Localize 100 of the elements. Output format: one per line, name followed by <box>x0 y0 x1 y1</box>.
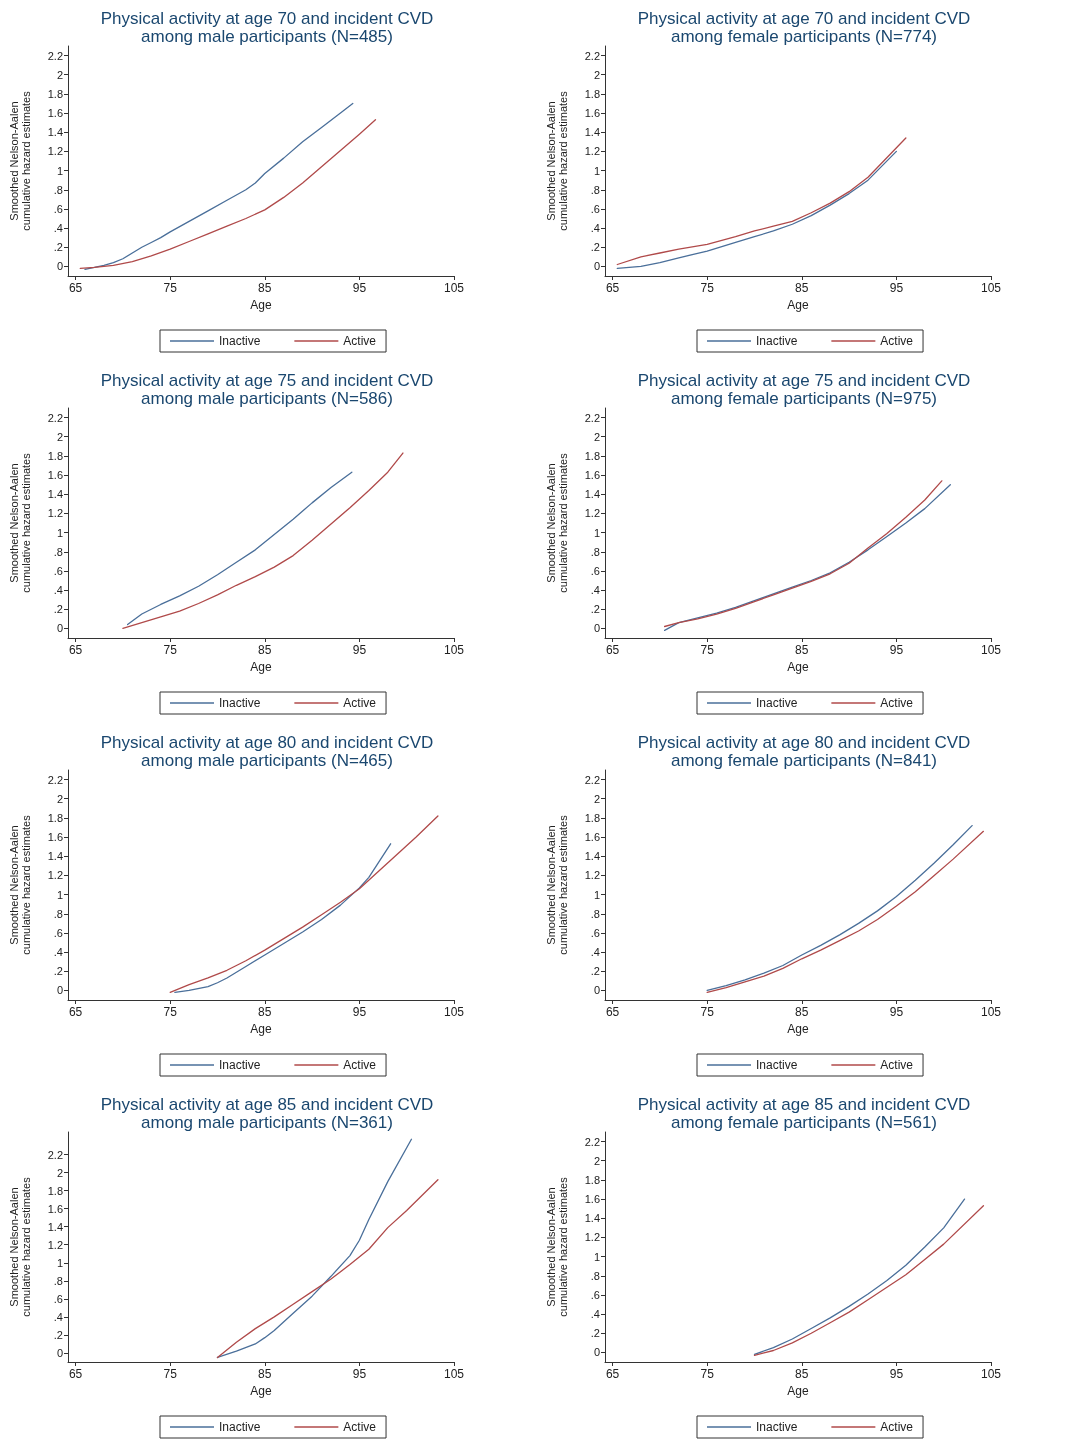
line-series <box>169 815 439 993</box>
x-axis-title: Age <box>250 297 272 312</box>
x-tick-label: 65 <box>68 281 83 295</box>
y-tick-label: 1 <box>56 526 63 539</box>
y-tick-label: .6 <box>53 202 63 215</box>
y-tick-label: .6 <box>590 926 600 939</box>
y-tick-label: 1.2 <box>47 869 63 882</box>
x-tick-label: 95 <box>889 281 904 295</box>
x-tick-label: 85 <box>795 1005 809 1019</box>
y-tick-label: 1 <box>56 888 63 901</box>
y-tick-label: 0 <box>593 260 600 273</box>
x-tick-label: 105 <box>443 281 465 295</box>
y-tick-label: 1 <box>593 888 600 901</box>
x-tick-label: 75 <box>163 281 178 295</box>
y-tick-label: .8 <box>53 907 63 920</box>
legend-label: Inactive <box>219 696 261 710</box>
y-tick-label: 1.2 <box>584 1231 600 1244</box>
y-axis-title: Smoothed Nelson-Aalen cumulative hazard estimates <box>545 452 569 593</box>
x-tick-label: 65 <box>605 281 620 295</box>
y-tick-label: .4 <box>53 584 63 597</box>
y-tick-label: 2 <box>593 68 600 81</box>
y-tick-label: .2 <box>53 603 63 616</box>
y-tick-label: 2.2 <box>47 773 63 786</box>
legend-label: Active <box>343 334 377 348</box>
y-tick-label: .8 <box>53 183 63 196</box>
legend-label: Inactive <box>219 1420 261 1434</box>
y-tick-label: 1 <box>593 164 600 177</box>
legend-label: Inactive <box>219 1058 261 1072</box>
chart-title: Physical activity at age 85 and incident CVD among female participants (N=561) <box>637 1094 971 1132</box>
y-tick-label: 1.6 <box>47 831 63 844</box>
x-tick-label: 105 <box>980 1367 1002 1381</box>
y-tick-label: .6 <box>53 1292 63 1305</box>
legend-label: Active <box>343 696 377 710</box>
x-tick-label: 105 <box>443 1005 465 1019</box>
x-tick-label: 75 <box>163 643 178 657</box>
y-tick-label: 1.6 <box>47 107 63 120</box>
chart-title: Physical activity at age 75 and incident CVD among female participants (N=975) <box>637 370 971 408</box>
y-tick-label: 1.2 <box>584 507 600 520</box>
legend-label: Inactive <box>756 696 798 710</box>
y-tick-label: 1.2 <box>584 145 600 158</box>
y-tick-label: 1.6 <box>47 1202 63 1215</box>
y-tick-label: 1.8 <box>47 811 63 824</box>
chart-title: Physical activity at age 80 and incident CVD among female participants (N=841) <box>637 732 971 770</box>
legend-label: Active <box>880 334 914 348</box>
y-tick-label: 2.2 <box>584 773 600 786</box>
line-series <box>126 471 353 626</box>
y-tick-label: 1.4 <box>47 850 63 863</box>
y-tick-label: 2.2 <box>47 1148 63 1161</box>
x-tick-label: 65 <box>68 1367 83 1381</box>
x-tick-label: 105 <box>980 1005 1002 1019</box>
y-axis-title: Smoothed Nelson-Aalen cumulative hazard estimates <box>8 814 32 955</box>
x-tick-label: 95 <box>889 1005 904 1019</box>
line-series <box>216 1138 413 1359</box>
line-series <box>174 843 392 993</box>
x-tick-label: 95 <box>889 643 904 657</box>
y-tick-label: .2 <box>53 965 63 978</box>
y-tick-label: 1.8 <box>584 87 600 100</box>
y-tick-label: 2.2 <box>47 49 63 62</box>
y-tick-label: 1.8 <box>584 449 600 462</box>
x-tick-label: 85 <box>795 643 809 657</box>
line-series <box>216 1179 439 1359</box>
y-tick-label: 2 <box>593 430 600 443</box>
y-tick-label: 1.4 <box>584 850 600 863</box>
y-tick-label: .4 <box>53 1310 63 1323</box>
x-tick-label: 95 <box>352 281 367 295</box>
y-tick-label: .8 <box>590 545 600 558</box>
x-tick-label: 75 <box>700 281 715 295</box>
y-axis-title: Smoothed Nelson-Aalen cumulative hazard estimates <box>545 1176 569 1317</box>
legend-label: Active <box>880 696 914 710</box>
y-tick-label: 2 <box>56 1166 63 1179</box>
x-tick-label: 75 <box>700 1367 715 1381</box>
x-tick-label: 65 <box>68 1005 83 1019</box>
y-tick-label: 0 <box>593 1346 600 1359</box>
y-tick-label: 1.8 <box>47 87 63 100</box>
y-tick-label: .2 <box>53 241 63 254</box>
line-series <box>79 119 377 269</box>
y-tick-label: .4 <box>590 1308 600 1321</box>
legend-label: Inactive <box>756 1420 798 1434</box>
y-tick-label: 0 <box>593 622 600 635</box>
y-axis-title: Smoothed Nelson-Aalen cumulative hazard estimates <box>545 814 569 955</box>
x-tick-label: 105 <box>443 1367 465 1381</box>
chart-title: Physical activity at age 70 and incident CVD among male participants (N=485) <box>100 8 434 46</box>
y-tick-label: 0 <box>56 260 63 273</box>
y-tick-label: .8 <box>590 183 600 196</box>
y-axis-title: Smoothed Nelson-Aalen cumulative hazard estimates <box>8 1176 32 1317</box>
y-tick-label: .2 <box>590 241 600 254</box>
chart-title: Physical activity at age 75 and incident CVD among male participants (N=586) <box>100 370 434 408</box>
legend-label: Active <box>343 1420 377 1434</box>
y-axis-title: Smoothed Nelson-Aalen cumulative hazard estimates <box>8 90 32 231</box>
y-tick-label: 2.2 <box>584 1135 600 1148</box>
y-tick-label: 1.4 <box>47 488 63 501</box>
y-tick-label: 2.2 <box>584 411 600 424</box>
x-tick-label: 75 <box>700 1005 715 1019</box>
x-axis-title: Age <box>787 297 809 312</box>
x-tick-label: 105 <box>980 643 1002 657</box>
legend-label: Active <box>880 1420 914 1434</box>
y-tick-label: 1.4 <box>47 1220 63 1233</box>
x-tick-label: 95 <box>352 643 367 657</box>
legend-label: Inactive <box>756 1058 798 1072</box>
y-tick-label: 1 <box>593 1250 600 1263</box>
